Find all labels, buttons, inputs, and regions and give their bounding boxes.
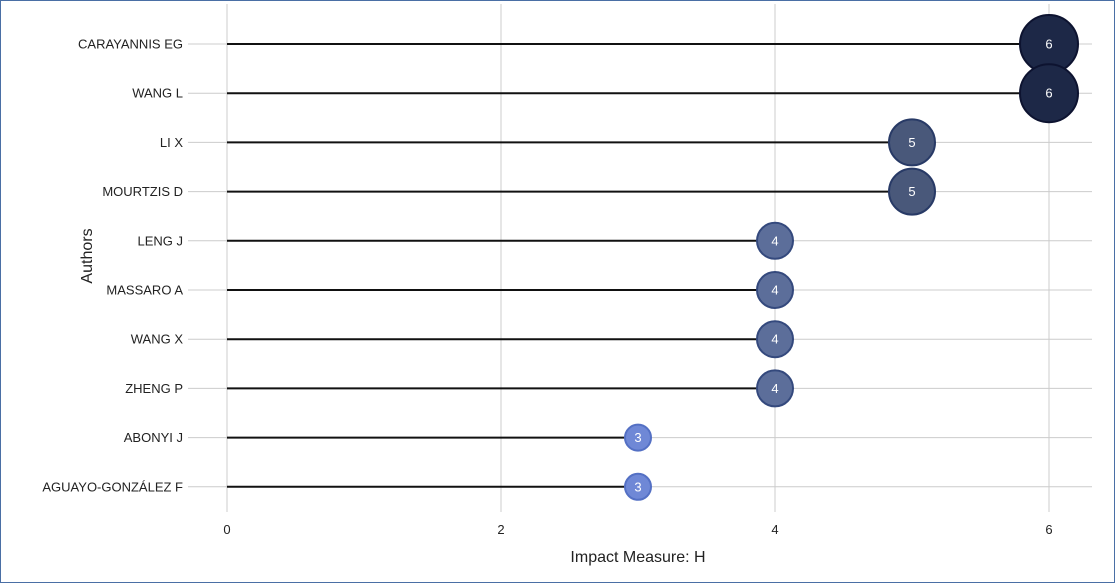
bubble-value-label: 4	[771, 381, 778, 396]
bubble-value-label: 3	[634, 430, 641, 445]
stems	[227, 43, 1049, 488]
y-tick-label: ABONYI J	[124, 430, 183, 445]
bubble	[756, 320, 794, 359]
bubble-value-label: 5	[908, 135, 915, 150]
bubble	[888, 167, 936, 216]
bubble-value-label: 4	[771, 283, 778, 298]
y-tick-labels: CARAYANNIS EG WANG L LI X MOURTZIS D LENG J M…	[42, 37, 183, 495]
bubble-value-label: 6	[1045, 37, 1052, 52]
bubble	[888, 118, 936, 167]
bubble	[756, 369, 794, 408]
y-tick-label: WANG X	[131, 332, 184, 347]
y-tick-label: LI X	[160, 135, 183, 150]
y-tick-label: ZHENG P	[125, 381, 183, 396]
bubble	[624, 423, 652, 452]
bubble-value-label: 3	[634, 479, 641, 494]
y-tick-label: MASSARO A	[106, 283, 183, 298]
bubble	[756, 221, 794, 260]
bubble-value-label: 6	[1045, 86, 1052, 101]
x-tick-label: 0	[223, 522, 230, 537]
x-tick-label: 2	[497, 522, 504, 537]
y-tick-label: CARAYANNIS EG	[78, 37, 183, 52]
y-tick-label: LENG J	[137, 233, 183, 248]
bubble-value-label: 5	[908, 184, 915, 199]
y-tick-label: AGUAYO-GONZÁLEZ F	[42, 479, 183, 494]
bubble	[756, 271, 794, 309]
y-tick-label: WANG L	[132, 86, 183, 101]
y-axis-title: Authors	[79, 228, 96, 283]
y-tick-label: MOURTZIS D	[102, 184, 183, 199]
bubble-value-label: 4	[771, 332, 778, 347]
x-axis-title: Impact Measure: H	[570, 549, 705, 566]
bubbles: 6 6 5 5 4 4 4 4 3 3	[624, 14, 1079, 501]
bubble-value-label: 4	[771, 233, 778, 248]
x-tick-label: 6	[1045, 522, 1052, 537]
bubble	[1019, 63, 1079, 124]
bubble	[624, 472, 652, 501]
x-tick-labels: 0 2 4 6	[223, 522, 1052, 537]
x-tick-label: 4	[771, 522, 778, 537]
